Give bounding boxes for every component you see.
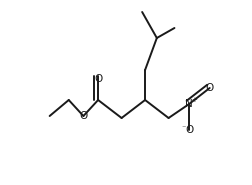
Text: ⁻: ⁻	[181, 124, 186, 133]
Text: O: O	[94, 74, 102, 84]
Text: N: N	[185, 99, 193, 109]
Text: O: O	[206, 83, 214, 93]
Text: O: O	[79, 111, 87, 121]
Text: O: O	[185, 125, 193, 135]
Text: +: +	[191, 97, 197, 103]
